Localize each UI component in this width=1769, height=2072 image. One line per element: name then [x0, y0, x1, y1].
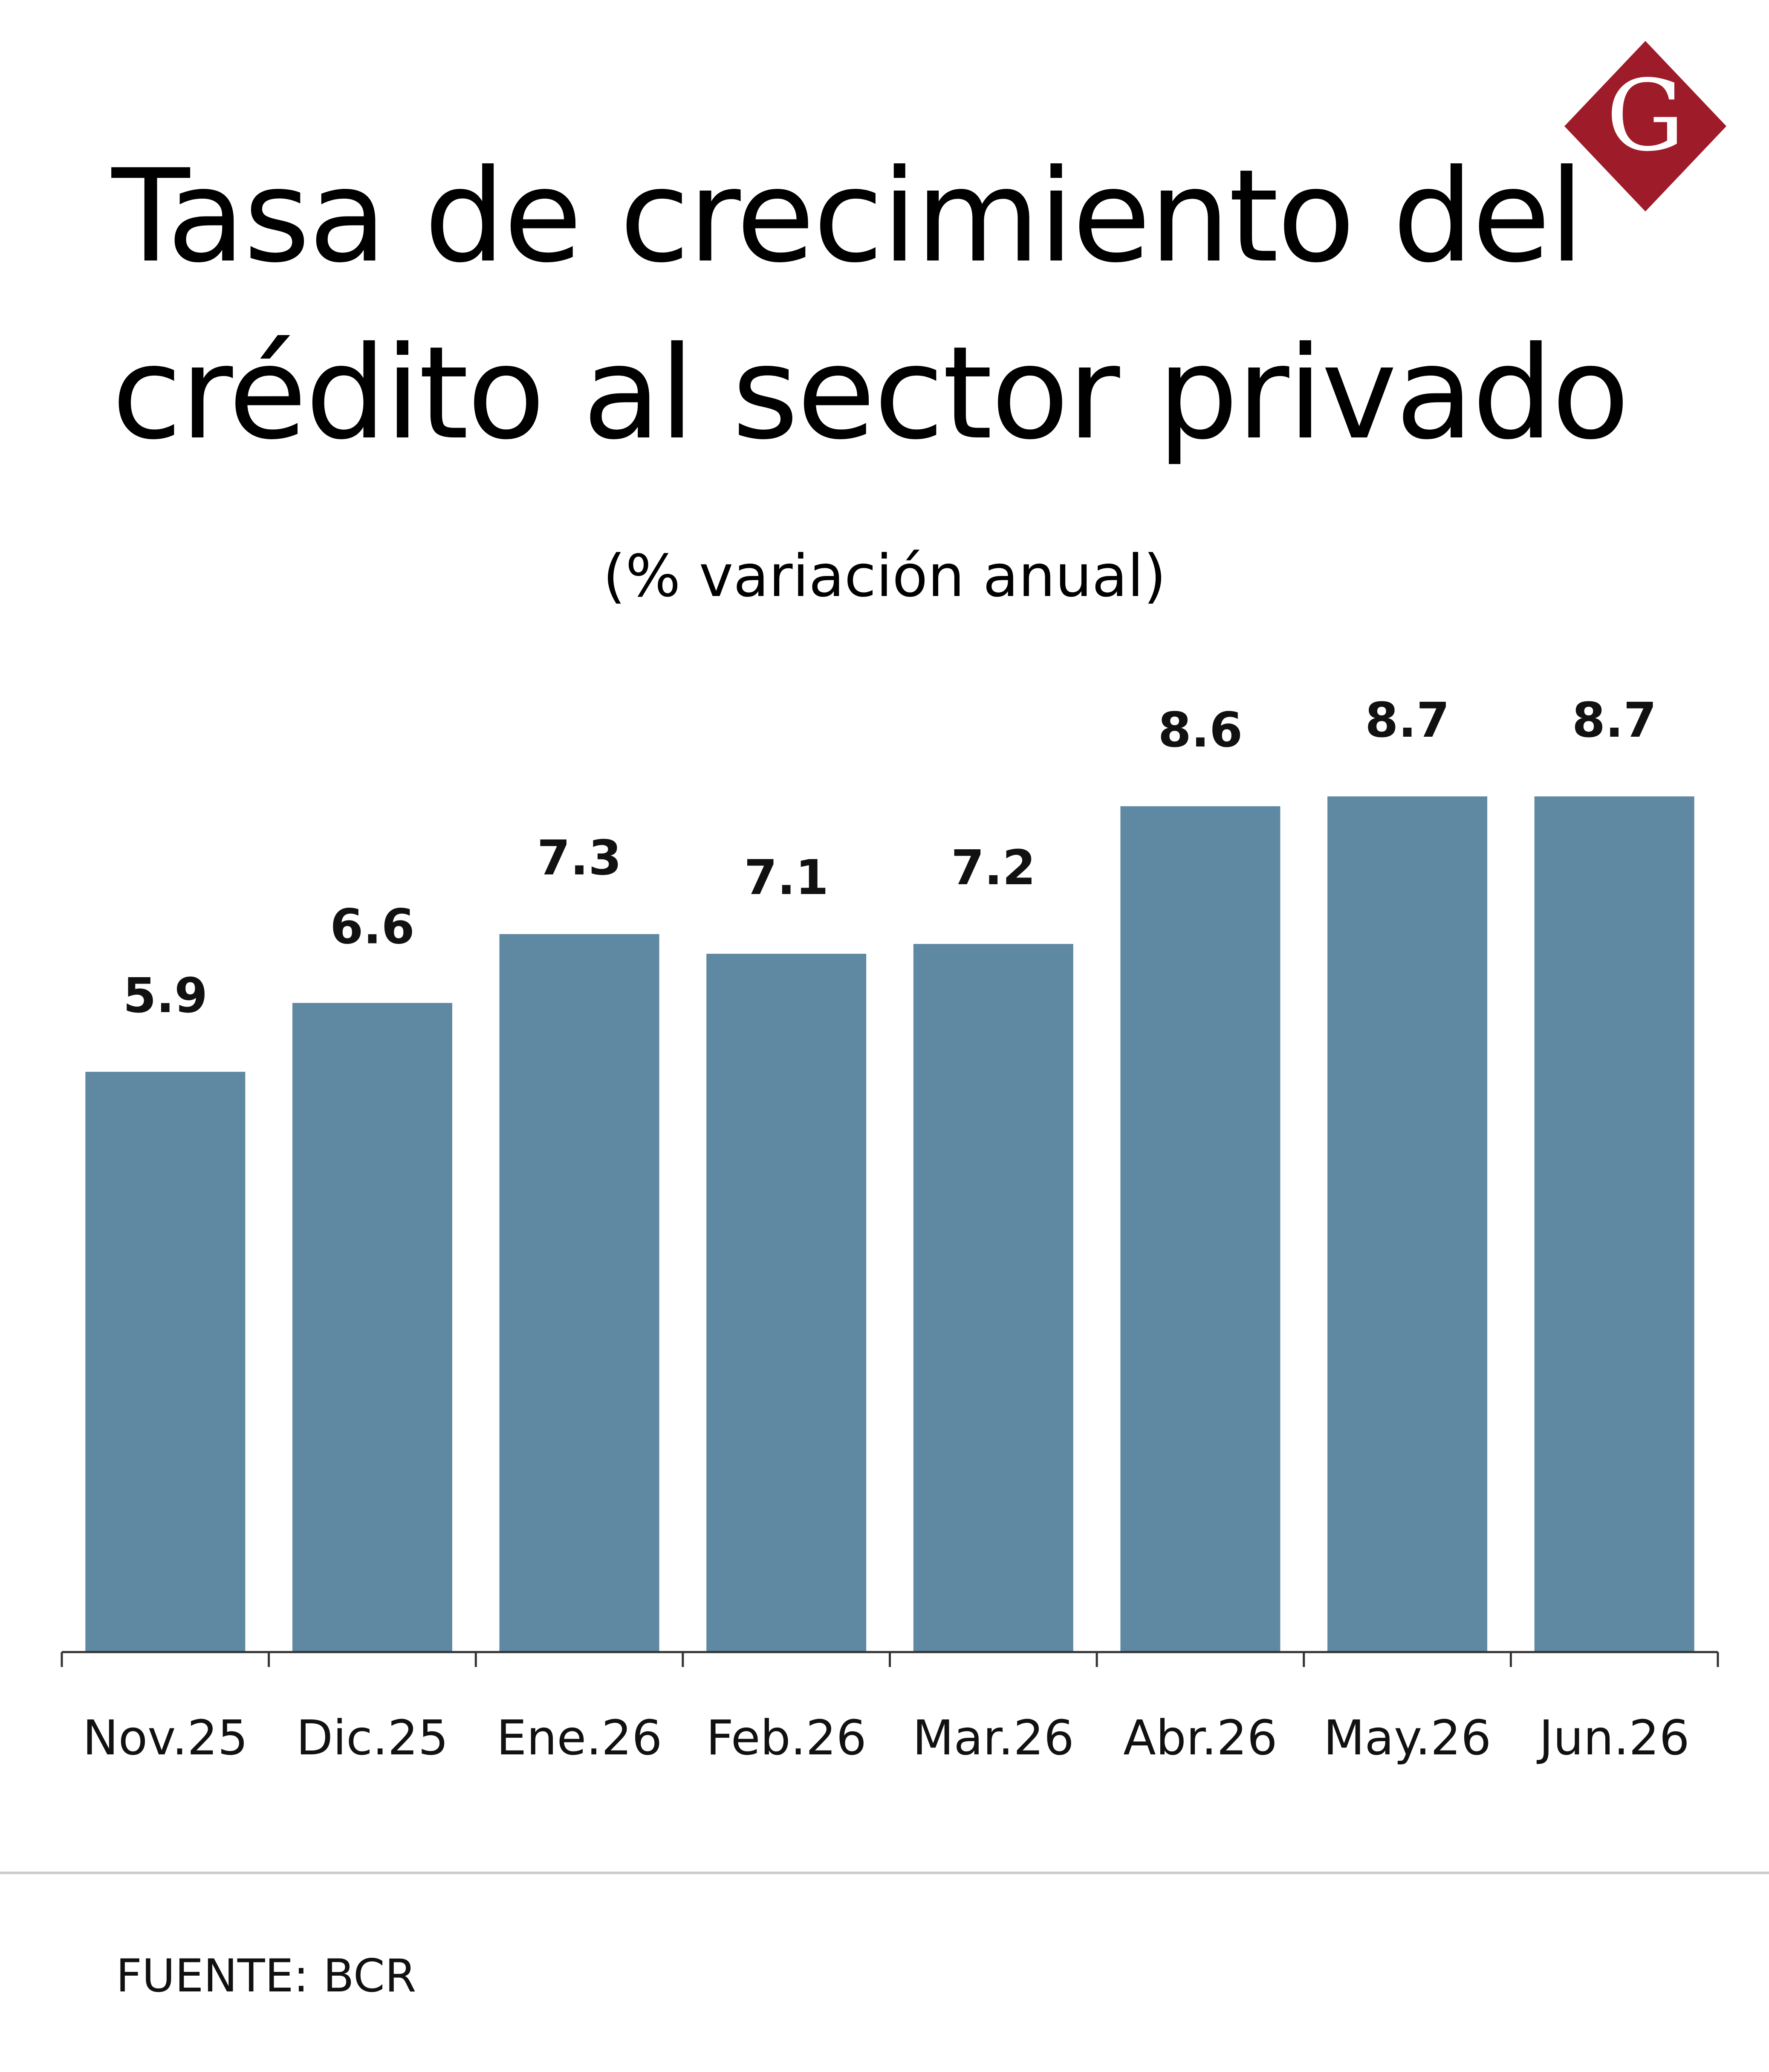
x-tick-label: Ene.26 — [497, 1710, 662, 1766]
bar — [706, 954, 867, 1652]
bar — [499, 934, 659, 1652]
chart-subtitle: (% variación anual) — [603, 543, 1166, 610]
logo-letter: G — [1606, 59, 1685, 173]
bar — [1327, 796, 1488, 1652]
bar — [85, 1071, 246, 1652]
source-note: FUENTE: BCR — [116, 1950, 416, 2002]
bar — [292, 1003, 452, 1652]
data-label: 8.7 — [1365, 693, 1449, 748]
x-tick-label: Feb.26 — [706, 1710, 866, 1766]
logo-diamond — [1564, 41, 1726, 211]
data-label: 6.6 — [330, 899, 414, 955]
bar — [1534, 796, 1694, 1652]
chart-title-line-1: Tasa de crecimiento del — [112, 142, 1584, 291]
data-label: 7.1 — [744, 850, 828, 906]
x-tick-label: Dic.25 — [296, 1710, 448, 1766]
x-tick-label: Abr.26 — [1123, 1710, 1278, 1766]
data-label: 7.3 — [537, 831, 621, 886]
data-label: 8.7 — [1572, 693, 1656, 748]
x-tick-label: Mar.26 — [913, 1710, 1074, 1766]
data-label: 8.6 — [1158, 703, 1243, 758]
x-tick-label: Nov.25 — [83, 1710, 248, 1766]
chart-title: Tasa de crecimiento del crédito al secto… — [112, 128, 1630, 482]
chart-title-line-2: crédito al sector privado — [112, 319, 1630, 468]
x-tick-label: Jun.26 — [1537, 1710, 1690, 1766]
x-tick-label: May.26 — [1324, 1710, 1492, 1766]
logo: G — [1564, 41, 1726, 211]
data-label: 7.2 — [951, 840, 1035, 896]
bar — [1120, 806, 1281, 1652]
footer-divider — [0, 1872, 1769, 1874]
bar — [913, 944, 1073, 1652]
data-label: 5.9 — [123, 968, 208, 1024]
